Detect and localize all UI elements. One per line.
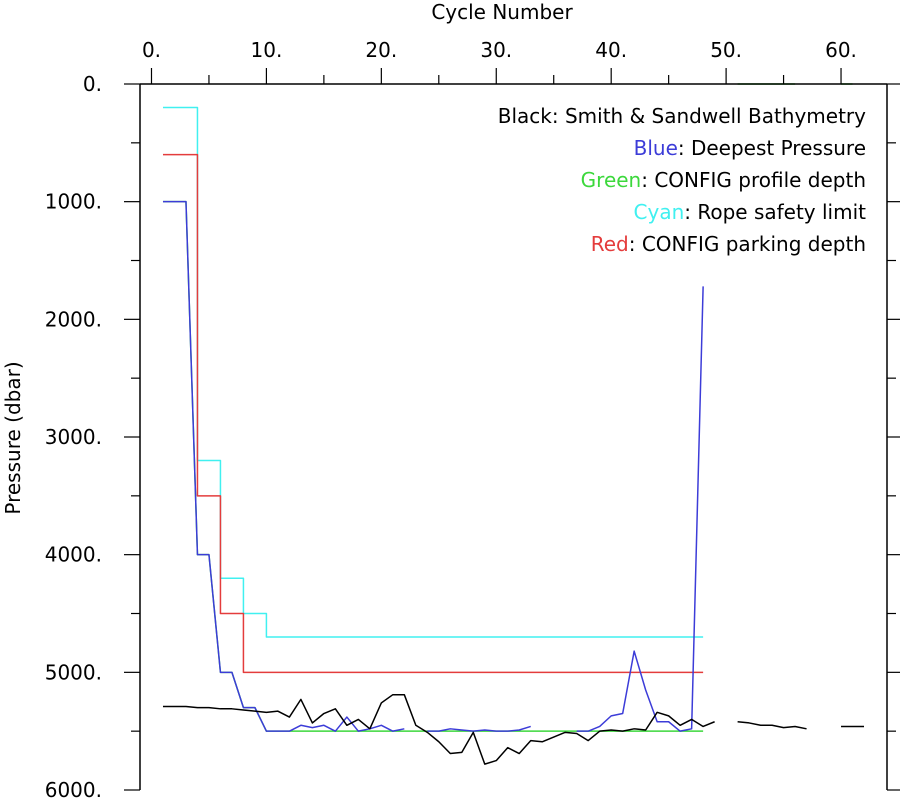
series-line xyxy=(737,721,807,730)
y-tick-label: 0. xyxy=(83,72,102,96)
x-tick-label: 40. xyxy=(595,38,627,62)
x-tick-label: 30. xyxy=(480,38,512,62)
y-tick-label: 1000. xyxy=(45,190,102,214)
legend-entry: Black: Smith & Sandwell Bathymetry xyxy=(498,104,866,128)
x-axis-title: Cycle Number xyxy=(431,0,573,24)
series-line xyxy=(162,200,405,732)
legend-color-name: Blue xyxy=(634,136,678,160)
y-tick-label: 3000. xyxy=(45,425,102,449)
y-tick-label: 6000. xyxy=(45,778,102,800)
series-line xyxy=(576,286,704,732)
series-line xyxy=(162,693,715,765)
legend-description: : CONFIG parking depth xyxy=(629,232,866,256)
legend-entry: Green: CONFIG profile depth xyxy=(581,168,866,192)
legend-description: : Smith & Sandwell Bathymetry xyxy=(552,104,866,128)
legend-entry: Red: CONFIG parking depth xyxy=(591,232,866,256)
y-tick-label: 5000. xyxy=(45,660,102,684)
series-layer xyxy=(162,83,865,765)
legend-color-name: Red xyxy=(591,232,629,256)
legend-description: : CONFIG profile depth xyxy=(641,168,866,192)
legend-color-name: Cyan xyxy=(634,200,685,224)
x-tick-label: 20. xyxy=(365,38,397,62)
y-tick-label: 2000. xyxy=(45,307,102,331)
x-tick-label: 50. xyxy=(710,38,742,62)
x-tick-label: 60. xyxy=(825,38,857,62)
x-tick-label: 10. xyxy=(251,38,283,62)
legend-entry: Blue: Deepest Pressure xyxy=(634,136,866,160)
y-tick-label: 4000. xyxy=(45,543,102,567)
legend-description: : Deepest Pressure xyxy=(678,136,866,160)
y-axis-title: Pressure (dbar) xyxy=(1,361,25,514)
legend-entry: Cyan: Rope safety limit xyxy=(634,200,867,224)
series-line xyxy=(427,725,531,732)
legend: Black: Smith & Sandwell BathymetryBlue: … xyxy=(498,104,866,256)
series-line xyxy=(162,153,704,674)
legend-color-name: Green xyxy=(581,168,642,192)
x-tick-label: 0. xyxy=(142,38,161,62)
legend-description: : Rope safety limit xyxy=(684,200,866,224)
legend-color-name: Black xyxy=(498,104,553,128)
ticks-layer: 0. 10. 20. 30. 40. 50. 60. 0. 1000. 2000. 3000. 400… xyxy=(45,38,900,800)
